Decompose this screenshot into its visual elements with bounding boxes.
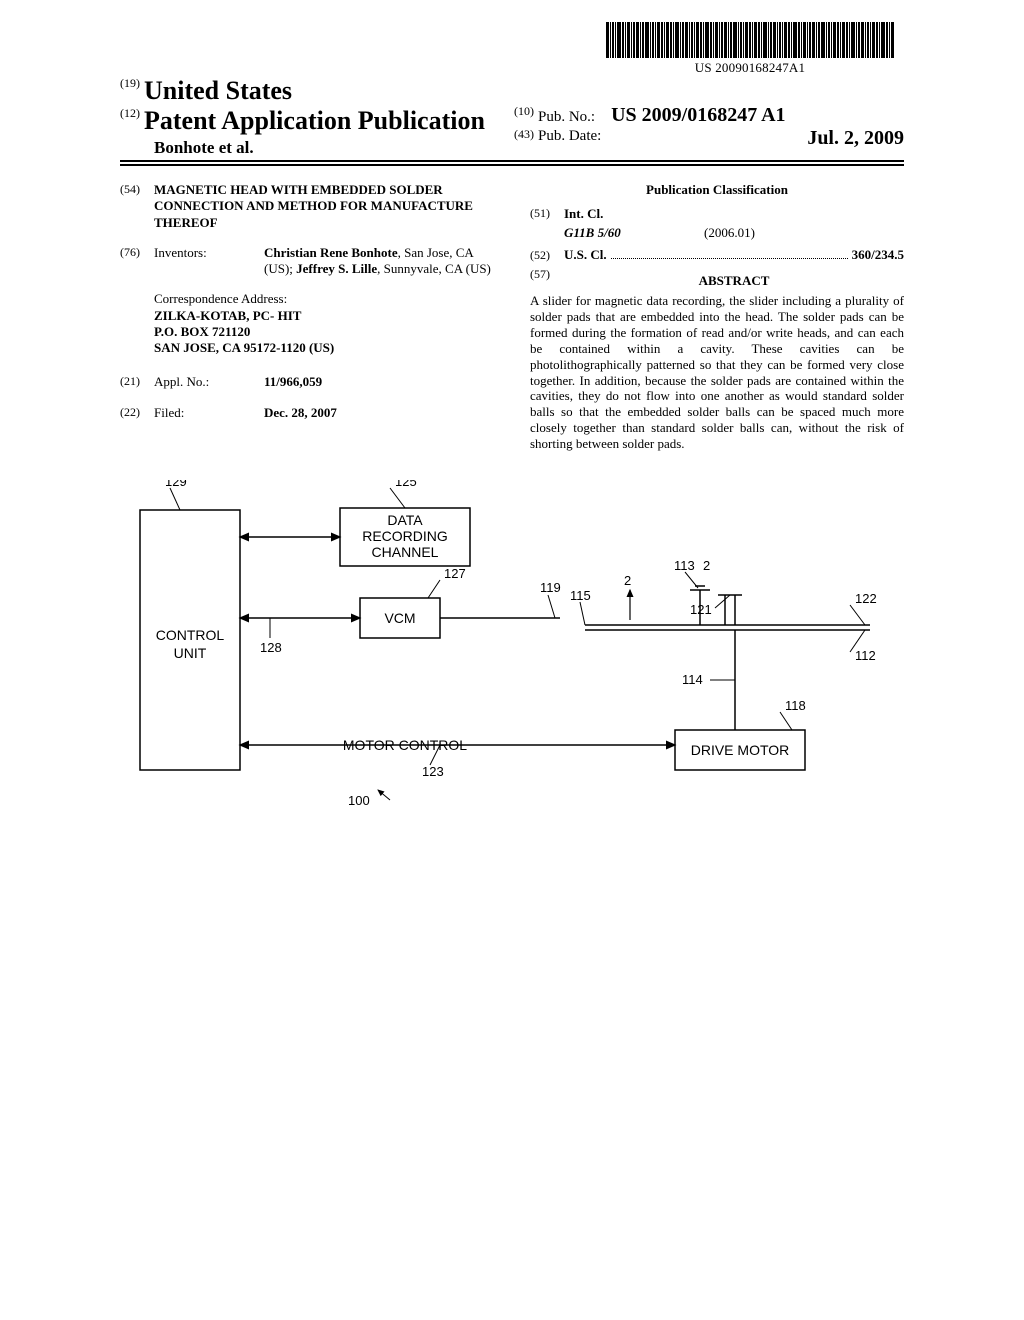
body-columns: (54) MAGNETIC HEAD WITH EMBEDDED SOLDER … xyxy=(120,182,904,452)
addr-line3: SAN JOSE, CA 95172-1120 (US) xyxy=(154,340,494,356)
svg-text:CONTROL: CONTROL xyxy=(156,627,225,643)
svg-text:CHANNEL: CHANNEL xyxy=(372,544,439,560)
label-121: 121 xyxy=(690,602,712,617)
abstract-text: A slider for magnetic data recording, th… xyxy=(530,293,904,452)
pubdate: Jul. 2, 2009 xyxy=(807,127,904,150)
addr-label: Correspondence Address: xyxy=(154,291,494,307)
applno: 11/966,059 xyxy=(264,374,494,390)
label-119: 119 xyxy=(540,580,561,595)
addr-line1: ZILKA-KOTAB, PC- HIT xyxy=(154,308,494,324)
intcl-code: G11B 5/60 xyxy=(564,225,704,241)
label-115: 115 xyxy=(570,588,591,603)
pubno-label: Pub. No.: xyxy=(538,109,595,125)
label-2a: 2 xyxy=(624,573,631,588)
inventors: Christian Rene Bonhote, San Jose, CA (US… xyxy=(264,245,494,278)
field-52: (52) xyxy=(530,248,564,263)
correspondence-address: Correspondence Address: ZILKA-KOTAB, PC-… xyxy=(154,291,494,356)
field-10: (10) xyxy=(514,104,534,118)
abstract-header: ABSTRACT xyxy=(564,273,904,289)
svg-text:VCM: VCM xyxy=(384,610,415,626)
addr-line2: P.O. BOX 721120 xyxy=(154,324,494,340)
label-128: 128 xyxy=(260,640,282,655)
inventor2-loc: , Sunnyvale, CA (US) xyxy=(377,261,491,276)
title: MAGNETIC HEAD WITH EMBEDDED SOLDER CONNE… xyxy=(154,182,494,231)
intcl-label: Int. Cl. xyxy=(564,206,904,222)
barcode-text: US 20090168247A1 xyxy=(606,60,894,76)
svg-text:DRIVE MOTOR: DRIVE MOTOR xyxy=(691,742,790,758)
label-129: 129 xyxy=(165,480,187,489)
pubno: US 2009/0168247 A1 xyxy=(611,104,785,126)
label-125: 125 xyxy=(395,480,417,489)
uscl-label: U.S. Cl. xyxy=(564,247,607,263)
figure-diagram: CONTROL UNIT DATA RECORDING CHANNEL VCM … xyxy=(130,480,890,810)
field-22: (22) xyxy=(120,405,154,421)
svg-text:UNIT: UNIT xyxy=(174,645,207,661)
field-76: (76) xyxy=(120,245,154,278)
inventor1-name: Christian Rene Bonhote xyxy=(264,245,398,260)
label-100: 100 xyxy=(348,793,370,808)
barcode xyxy=(606,22,894,58)
svg-text:DATA: DATA xyxy=(387,512,423,528)
rule-top xyxy=(120,160,904,162)
left-column: (54) MAGNETIC HEAD WITH EMBEDDED SOLDER … xyxy=(120,182,494,452)
country: United States xyxy=(144,76,292,105)
intcl-year: (2006.01) xyxy=(704,225,755,241)
classification-header: Publication Classification xyxy=(530,182,904,198)
label-113: 113 xyxy=(674,558,695,573)
rule-bottom xyxy=(120,164,904,166)
dotted-leader xyxy=(611,258,848,259)
field-21: (21) xyxy=(120,374,154,390)
field-54: (54) xyxy=(120,182,154,231)
barcode-region: US 20090168247A1 xyxy=(606,22,894,76)
label-2b: 2 xyxy=(703,558,710,573)
publication-type: Patent Application Publication xyxy=(144,106,485,135)
field-57: (57) xyxy=(530,267,564,293)
right-column: Publication Classification (51) Int. Cl.… xyxy=(530,182,904,452)
header: (19) United States (12) Patent Applicati… xyxy=(120,76,904,158)
field-19: (19) xyxy=(120,76,140,90)
pubdate-label: Pub. Date: xyxy=(538,128,601,144)
inventor2-name: Jeffrey S. Lille xyxy=(296,261,377,276)
inventors-label: Inventors: xyxy=(154,245,264,278)
label-114: 114 xyxy=(682,672,703,687)
field-12: (12) xyxy=(120,106,140,120)
label-122: 122 xyxy=(855,591,877,606)
label-123: 123 xyxy=(422,764,444,779)
authors-line: Bonhote et al. xyxy=(154,138,510,158)
uscl-value: 360/234.5 xyxy=(852,247,904,263)
label-127: 127 xyxy=(444,566,466,581)
filed-date: Dec. 28, 2007 xyxy=(264,405,494,421)
filed-label: Filed: xyxy=(154,405,264,421)
svg-text:RECORDING: RECORDING xyxy=(362,528,448,544)
applno-label: Appl. No.: xyxy=(154,374,264,390)
field-51: (51) xyxy=(530,206,564,222)
label-118: 118 xyxy=(785,698,806,713)
label-112: 112 xyxy=(855,648,876,663)
field-43: (43) xyxy=(514,127,534,141)
